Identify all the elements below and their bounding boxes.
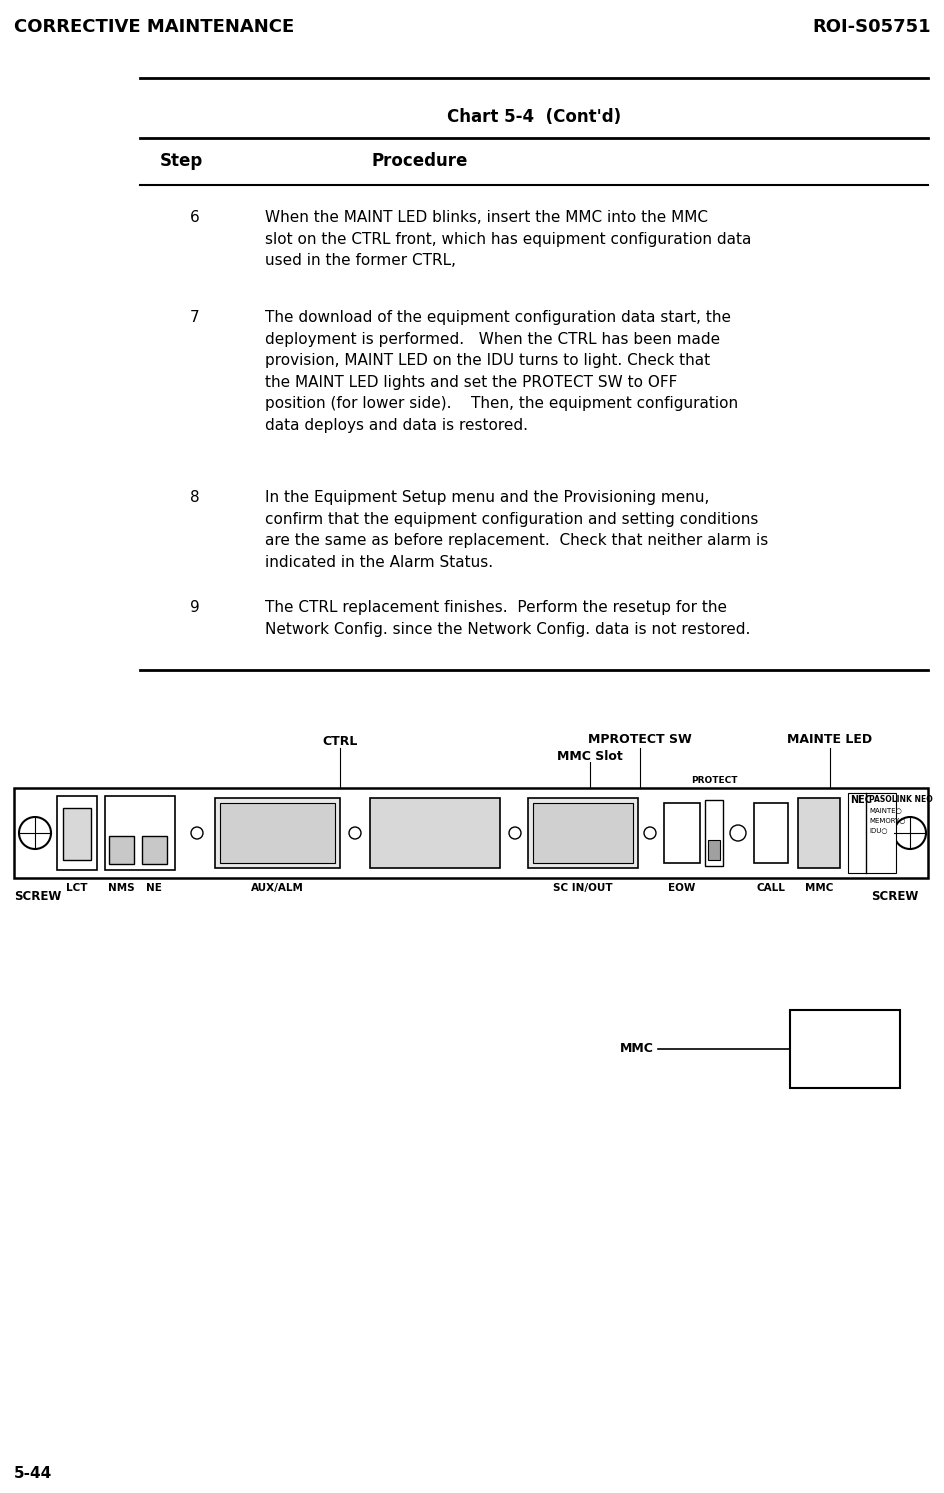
Text: The CTRL replacement finishes.  Perform the resetup for the
Network Config. sinc: The CTRL replacement finishes. Perform t… xyxy=(264,600,750,636)
Bar xyxy=(707,841,719,860)
Text: SCREW: SCREW xyxy=(14,890,61,903)
Bar xyxy=(142,836,167,864)
Text: MMC: MMC xyxy=(804,882,833,893)
Bar xyxy=(797,797,839,867)
Bar xyxy=(370,797,499,867)
Bar xyxy=(704,800,722,866)
Text: IDU○: IDU○ xyxy=(868,827,886,833)
Text: CTRL: CTRL xyxy=(322,735,358,748)
Text: When the MAINT LED blinks, insert the MMC into the MMC
slot on the CTRL front, w: When the MAINT LED blinks, insert the MM… xyxy=(264,211,750,269)
Text: CALL: CALL xyxy=(756,882,784,893)
Bar xyxy=(847,793,895,873)
Bar xyxy=(215,797,340,867)
Text: MAINTE LED: MAINTE LED xyxy=(786,733,871,746)
Text: MPROTECT SW: MPROTECT SW xyxy=(587,733,691,746)
Text: ROI-S05751: ROI-S05751 xyxy=(812,18,930,36)
Text: MAINTE○: MAINTE○ xyxy=(868,808,901,814)
Text: Procedure: Procedure xyxy=(371,152,467,170)
Text: 8: 8 xyxy=(190,490,199,505)
Text: SCREW: SCREW xyxy=(869,890,917,903)
Text: CORRECTIVE MAINTENANCE: CORRECTIVE MAINTENANCE xyxy=(14,18,294,36)
Text: LCT: LCT xyxy=(66,882,88,893)
Text: PASOLINK NEO: PASOLINK NEO xyxy=(868,794,932,805)
Text: Chart 5-4  (Cont'd): Chart 5-4 (Cont'd) xyxy=(447,107,620,125)
Text: MMC Slot: MMC Slot xyxy=(557,749,622,763)
Text: EOW: EOW xyxy=(667,882,695,893)
Text: AUX/ALM: AUX/ALM xyxy=(251,882,304,893)
Bar xyxy=(789,1009,899,1088)
Text: 7: 7 xyxy=(190,311,199,325)
Text: 9: 9 xyxy=(190,600,200,615)
Text: NE: NE xyxy=(146,882,161,893)
Bar xyxy=(14,788,927,878)
Bar xyxy=(57,796,97,870)
Bar xyxy=(664,803,700,863)
Bar xyxy=(532,803,632,863)
Bar xyxy=(753,803,787,863)
Bar xyxy=(528,797,637,867)
Text: MMC: MMC xyxy=(619,1042,653,1056)
Text: NEC: NEC xyxy=(849,794,871,805)
Text: In the Equipment Setup menu and the Provisioning menu,
confirm that the equipmen: In the Equipment Setup menu and the Prov… xyxy=(264,490,767,570)
Text: The download of the equipment configuration data start, the
deployment is perfor: The download of the equipment configurat… xyxy=(264,311,737,433)
Text: NMS: NMS xyxy=(108,882,134,893)
Bar xyxy=(109,836,134,864)
Text: MEMORY○: MEMORY○ xyxy=(868,817,904,823)
Bar xyxy=(220,803,334,863)
Text: PROTECT: PROTECT xyxy=(690,776,736,785)
Bar xyxy=(63,808,91,860)
Text: 5-44: 5-44 xyxy=(14,1466,52,1481)
Text: 6: 6 xyxy=(190,211,200,225)
Text: SC IN/OUT: SC IN/OUT xyxy=(552,882,612,893)
Text: Step: Step xyxy=(160,152,203,170)
Bar xyxy=(105,796,175,870)
